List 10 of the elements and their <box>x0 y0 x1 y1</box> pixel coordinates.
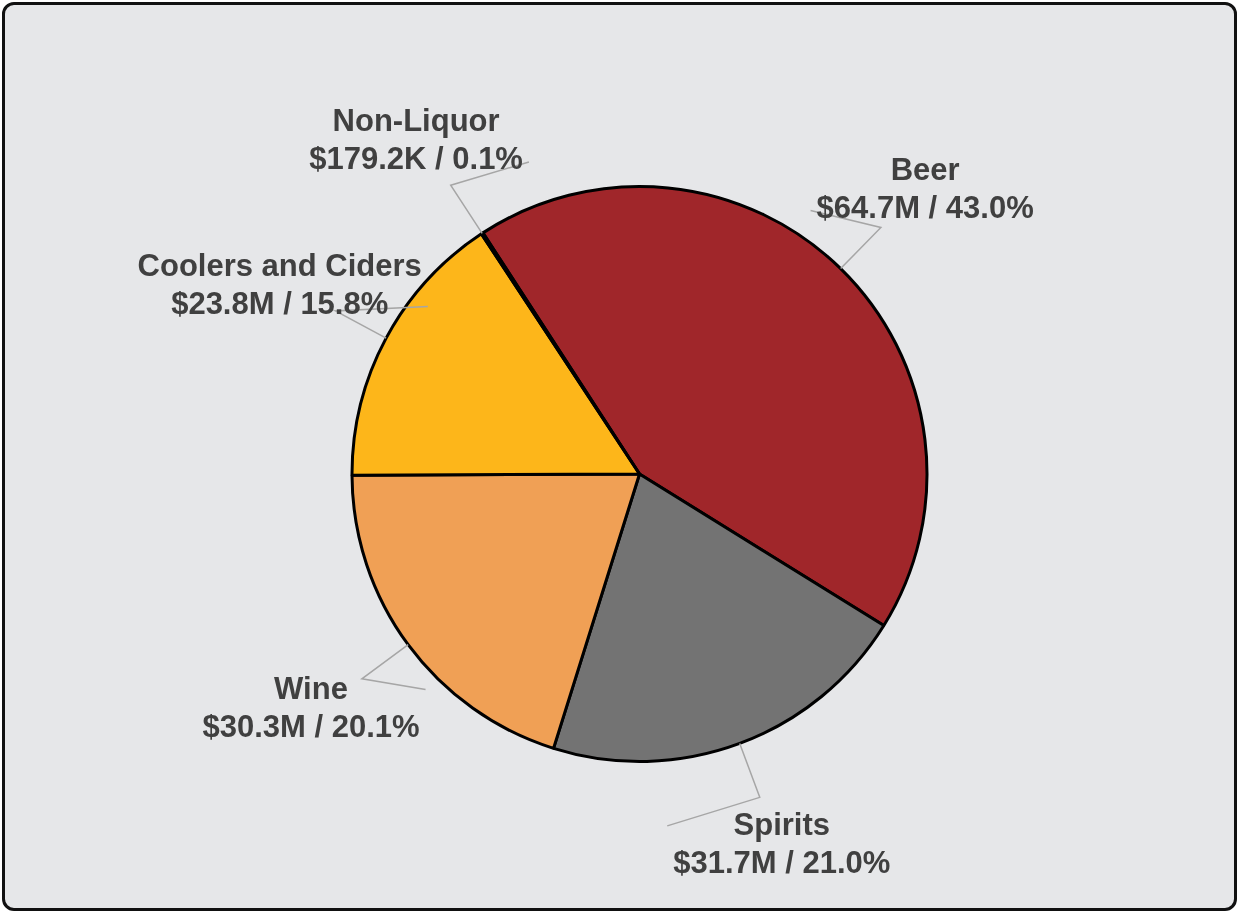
slice-label: Beer <box>890 152 960 188</box>
data-label: $31.7M / 21.0% <box>673 845 891 881</box>
slice-label: Wine <box>274 671 348 707</box>
slice-label: Spirits <box>733 807 831 843</box>
data-label: $179.2K / 0.1% <box>309 141 523 177</box>
data-label: $64.7M / 43.0% <box>816 190 1034 226</box>
data-label: $30.3M / 20.1% <box>202 709 420 745</box>
slice-label: Coolers and Ciders <box>137 248 422 284</box>
data-label: $23.8M / 15.8% <box>171 286 389 322</box>
slice-label: Non-Liquor <box>332 103 500 139</box>
